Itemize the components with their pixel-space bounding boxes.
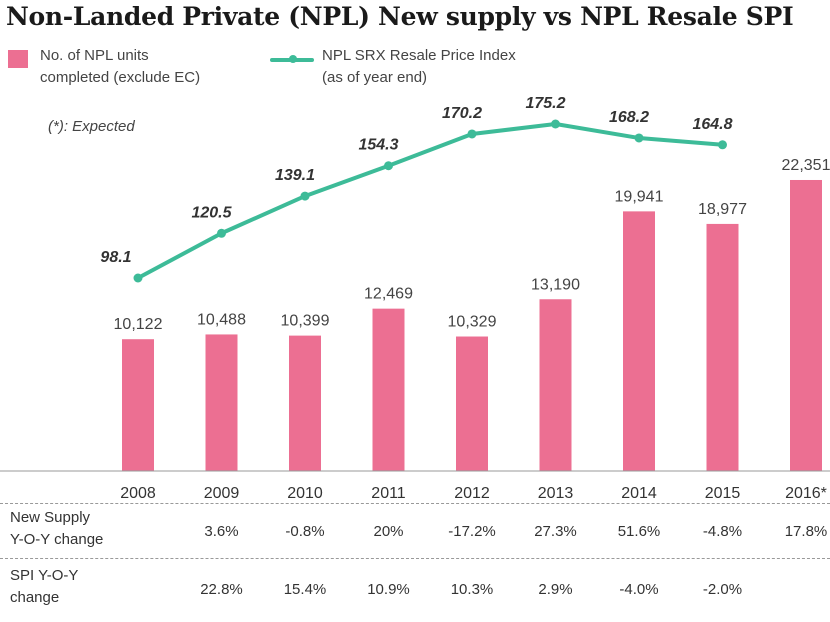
chart-title: Non-Landed Private (NPL) New supply vs N… [6,2,794,31]
spi-cell-2011: 10.9% [367,581,410,598]
bar-2015 [706,223,739,471]
spi-label-line2: change [10,589,60,606]
spi-label-2014: 168.2 [609,109,649,126]
new-supply-cell-2012: -17.2% [448,523,496,540]
spi-point-2010 [300,191,310,201]
x-tick-2015: 2015 [705,485,741,502]
new-supply-cell-2014: 51.6% [617,523,661,540]
spi-row: SPI Y-O-Y change 22.8% 15.4% 10.9% 10.3% 2.9… [0,563,830,619]
spi-point-2012 [467,129,477,139]
x-tick-2011: 2011 [371,485,406,502]
legend-bar-label: No. of NPL units completed (exclude EC) [40,45,260,89]
expected-note: (*): Expected [48,118,135,135]
spi-cell-2012: 10.3% [450,581,494,598]
bar-label-2014: 19,941 [615,188,664,205]
bar-label-2012: 10,329 [448,314,497,331]
spi-label-2012: 170.2 [442,105,482,122]
bar-label-2013: 13,190 [531,276,580,293]
x-tick-2009: 2009 [204,485,240,502]
bar-label-2009: 10,488 [197,311,246,328]
spi-point-2008 [133,273,143,283]
legend-line-label-line1: NPL SRX Resale Price Index [322,47,516,64]
spi-label-2011: 154.3 [358,137,398,154]
x-tick-2012: 2012 [454,485,490,502]
x-tick-2014: 2014 [621,485,657,502]
bar-2011 [372,308,405,471]
spi-point-2011 [384,161,393,171]
legend-bar-label-line1: No. of NPL units [40,47,149,64]
spi-cell-2015: -2.0% [702,581,743,598]
bar-label-2016*: 22,351 [782,157,830,174]
new-supply-cell-2009: 3.6% [204,523,239,540]
new-supply-label-line1: New Supply [10,509,91,526]
x-tick-2016*: 2016* [785,485,827,502]
spi-label-line1: SPI Y-O-Y [10,567,79,584]
bar-2016* [790,179,822,471]
bar-label-2010: 10,399 [281,313,330,330]
bar-2014 [623,211,655,471]
spi-label-2009: 120.5 [191,204,232,221]
new-supply-cell-2015: -4.8% [702,523,743,540]
new-supply-row-label: New Supply Y-O-Y change [10,507,150,551]
spi-point-2014 [634,133,644,143]
new-supply-row: New Supply Y-O-Y change 3.6% -0.8% 20% -17.… [0,505,830,555]
spi-point-2013 [551,119,560,129]
table-rule-middle [0,558,830,559]
bar-2013 [539,299,572,471]
legend-line-marker [289,55,297,63]
legend-bar-label-line2: completed (exclude EC) [40,69,201,86]
x-tick-2010: 2010 [287,485,323,502]
spi-point-2009 [217,228,226,238]
spi-cell-2009: 22.8% [200,581,243,598]
bar-label-2008: 10,122 [114,316,163,333]
spi-row-label: SPI Y-O-Y change [10,565,150,609]
spi-label-2008: 98.1 [100,249,131,266]
bar-label-2015: 18,977 [698,201,747,218]
x-tick-2008: 2008 [120,485,156,502]
spi-cell-2014: -4.0% [619,581,659,598]
bar-2012 [456,336,488,471]
bar-2010 [289,335,321,471]
legend-bar-swatch [8,50,28,68]
new-supply-cell-2013: 27.3% [534,523,577,540]
new-supply-cell-2010: -0.8% [285,523,325,540]
new-supply-label-line2: Y-O-Y change [10,531,104,548]
x-tick-2013: 2013 [538,485,574,502]
bar-2008 [122,339,154,471]
new-supply-cell-2016*: 17.8% [784,523,828,540]
spi-label-2013: 175.2 [525,95,565,112]
table-rule-top [0,503,830,504]
bar-2009 [205,334,238,471]
spi-label-2015: 164.8 [692,116,732,133]
spi-line [137,122,723,280]
spi-cell-2013: 2.9% [538,581,573,598]
spi-label-2010: 139.1 [275,167,315,184]
new-supply-cell-2011: 20% [373,523,404,540]
legend-line-label: NPL SRX Resale Price Index (as of year e… [322,45,582,89]
spi-cell-2010: 15.4% [283,581,327,598]
bar-label-2011: 12,469 [364,286,413,303]
spi-point-2015 [718,140,727,150]
legend-line-label-line2: (as of year end) [322,69,428,86]
